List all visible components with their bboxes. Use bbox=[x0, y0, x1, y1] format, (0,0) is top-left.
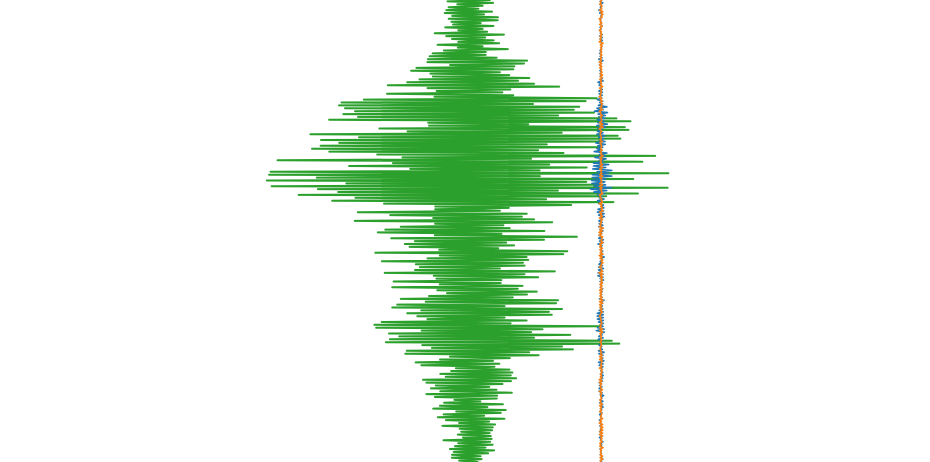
series-line-orange bbox=[598, 0, 604, 462]
series-line-green bbox=[265, 0, 670, 462]
